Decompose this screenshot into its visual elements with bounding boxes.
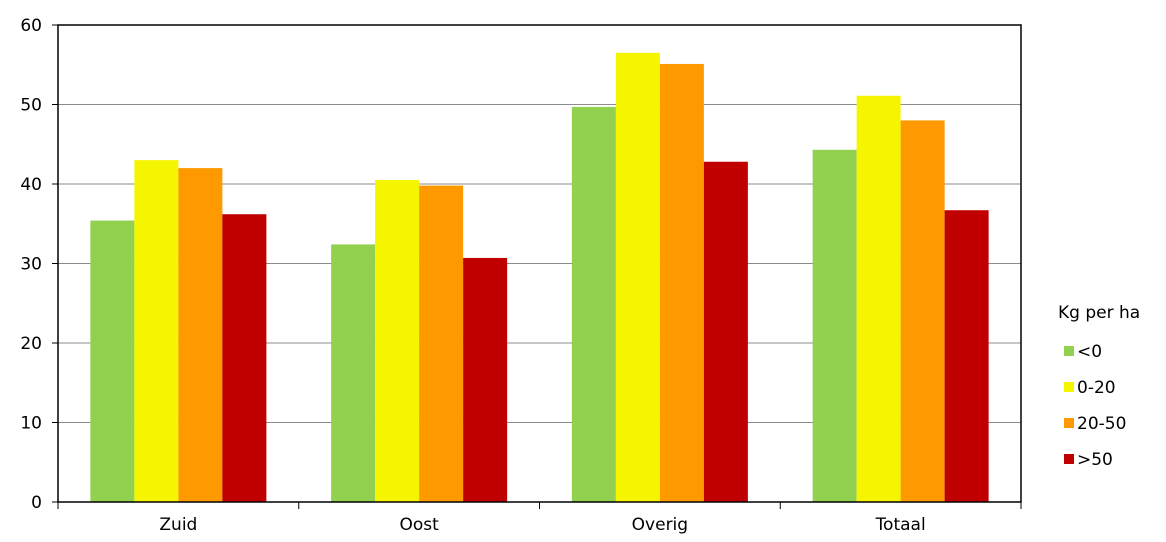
bar: [134, 160, 179, 502]
bar: [375, 180, 420, 502]
bar: [856, 95, 901, 502]
bar: [659, 63, 704, 503]
x-axis: Zuid Oost Overig Totaal: [57, 502, 1022, 535]
bar: [463, 257, 508, 502]
legend-title: Kg per ha: [1058, 303, 1140, 323]
bar: [419, 185, 464, 502]
bar: [178, 168, 223, 502]
legend-swatch: [1064, 418, 1074, 428]
bar: [615, 52, 660, 502]
x-tick-label: Totaal: [875, 515, 926, 535]
bar: [703, 161, 748, 503]
y-tick-label: 60: [20, 16, 42, 36]
y-tick-label: 20: [20, 334, 42, 354]
x-tick-label: Overig: [632, 515, 688, 535]
legend-swatch: [1064, 346, 1074, 356]
x-tick-label: Zuid: [159, 515, 197, 535]
legend-label: 20-50: [1077, 414, 1126, 434]
legend-label: >50: [1077, 450, 1113, 470]
y-axis: 0 10 20 30 40 50 60: [20, 16, 58, 513]
y-tick-label: 50: [20, 96, 42, 116]
y-tick-label: 0: [31, 493, 42, 513]
bars: [90, 52, 989, 503]
y-tick-label: 30: [20, 255, 42, 275]
y-tick-label: 40: [20, 175, 42, 195]
bar: [331, 244, 376, 503]
legend: Kg per ha <0 0-20 20-50 >50: [1058, 303, 1140, 470]
legend-swatch: [1064, 382, 1074, 392]
bar: [812, 149, 857, 502]
y-tick-label: 10: [20, 414, 42, 434]
legend-label: <0: [1077, 342, 1102, 362]
x-tick-label: Oost: [399, 515, 439, 535]
bar: [222, 214, 267, 502]
bar: [944, 210, 989, 503]
legend-swatch: [1064, 454, 1074, 464]
bar: [90, 220, 135, 502]
legend-label: 0-20: [1077, 378, 1116, 398]
bar: [900, 120, 945, 503]
bar: [571, 106, 616, 502]
